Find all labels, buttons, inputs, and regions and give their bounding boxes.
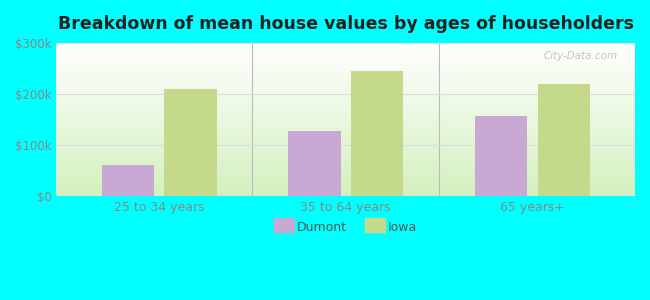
Title: Breakdown of mean house values by ages of householders: Breakdown of mean house values by ages o… [58,15,634,33]
Bar [351,71,403,196]
Bar [164,89,216,196]
Bar [538,84,590,196]
Bar [288,131,341,196]
Bar [101,165,154,196]
Legend: Dumont, Iowa: Dumont, Iowa [269,216,422,239]
Bar [475,116,527,196]
Text: City-Data.com: City-Data.com [543,51,618,61]
